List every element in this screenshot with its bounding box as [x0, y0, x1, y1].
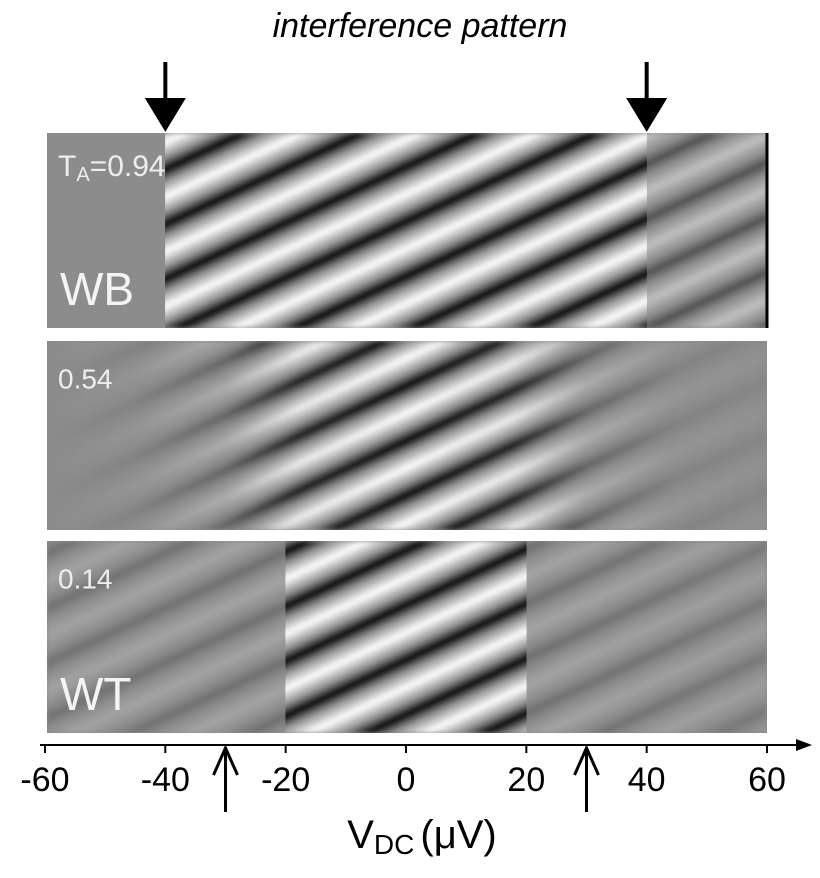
down-arrow	[626, 62, 668, 132]
fringe-pattern	[47, 341, 767, 530]
x-tick-label: -40	[141, 761, 190, 799]
panel-label-part: T	[58, 150, 76, 183]
panel-label: 0.54	[58, 363, 113, 394]
panel-label: TA=0.94	[58, 150, 166, 186]
fringe-pattern	[47, 133, 767, 328]
panel: 0.54	[47, 341, 767, 530]
x-tick-label: 40	[628, 761, 666, 799]
axis-arrow	[796, 739, 812, 751]
panel-tag: WB	[60, 263, 134, 315]
panel-label: 0.14	[58, 563, 113, 594]
up-arrow	[573, 744, 600, 812]
panel-label-part: =0.94	[90, 150, 166, 183]
x-axis-label-part: (μV)	[420, 813, 496, 857]
up-arrow	[212, 744, 239, 812]
x-axis-label-part: V	[347, 813, 374, 857]
x-axis-label-part: DC	[374, 829, 414, 860]
x-tick-label: 20	[507, 761, 545, 799]
panel: 0.14 WT	[47, 541, 767, 733]
down-arrow	[144, 62, 186, 132]
panel-tag: WT	[60, 668, 132, 720]
x-tick-label: -60	[20, 761, 69, 799]
fringe-pattern	[47, 541, 767, 733]
panel: TA=0.94 WB	[47, 133, 767, 328]
x-axis-label: VDC (μV)	[347, 813, 497, 861]
x-tick-label: -20	[261, 761, 310, 799]
panel-label-part: A	[76, 164, 90, 186]
x-tick-label: 60	[748, 761, 786, 799]
x-tick-label: 0	[397, 761, 416, 799]
chart-title: interference pattern	[273, 7, 568, 45]
